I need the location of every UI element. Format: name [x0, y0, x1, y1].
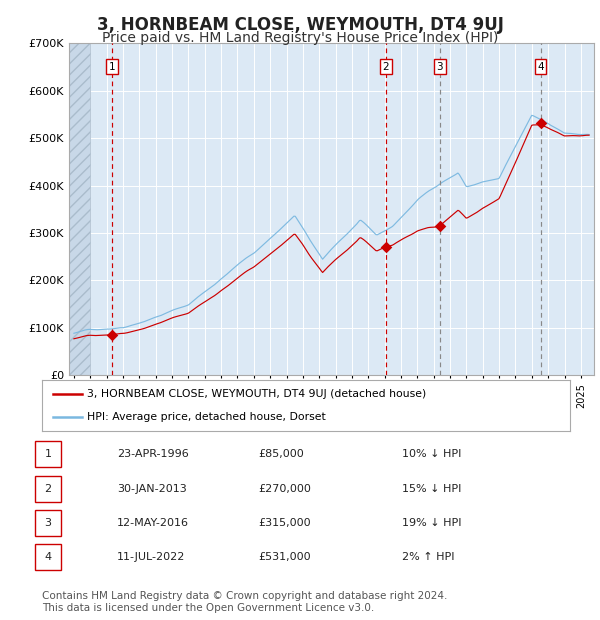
Text: 4: 4: [537, 61, 544, 72]
Text: 3, HORNBEAM CLOSE, WEYMOUTH, DT4 9UJ: 3, HORNBEAM CLOSE, WEYMOUTH, DT4 9UJ: [97, 16, 503, 33]
Text: 3: 3: [436, 61, 443, 72]
Text: 1: 1: [44, 450, 52, 459]
Text: Price paid vs. HM Land Registry's House Price Index (HPI): Price paid vs. HM Land Registry's House …: [102, 31, 498, 45]
Text: 3: 3: [44, 518, 52, 528]
Point: [107, 330, 116, 340]
Text: 23-APR-1996: 23-APR-1996: [117, 450, 189, 459]
Text: 4: 4: [44, 552, 52, 562]
Bar: [69, 43, 90, 375]
Text: 15% ↓ HPI: 15% ↓ HPI: [402, 484, 461, 494]
Text: £315,000: £315,000: [258, 518, 311, 528]
Text: 2: 2: [383, 61, 389, 72]
Text: 11-JUL-2022: 11-JUL-2022: [117, 552, 185, 562]
Point: [381, 242, 391, 252]
Text: HPI: Average price, detached house, Dorset: HPI: Average price, detached house, Dors…: [87, 412, 326, 422]
Text: 19% ↓ HPI: 19% ↓ HPI: [402, 518, 461, 528]
Text: £531,000: £531,000: [258, 552, 311, 562]
Text: 2% ↑ HPI: 2% ↑ HPI: [402, 552, 455, 562]
Point: [536, 118, 545, 128]
Text: 3, HORNBEAM CLOSE, WEYMOUTH, DT4 9UJ (detached house): 3, HORNBEAM CLOSE, WEYMOUTH, DT4 9UJ (de…: [87, 389, 426, 399]
Text: 2: 2: [44, 484, 52, 494]
Text: 12-MAY-2016: 12-MAY-2016: [117, 518, 189, 528]
Text: 1: 1: [109, 61, 115, 72]
Text: £85,000: £85,000: [258, 450, 304, 459]
Text: Contains HM Land Registry data © Crown copyright and database right 2024.
This d: Contains HM Land Registry data © Crown c…: [42, 591, 448, 613]
Text: £270,000: £270,000: [258, 484, 311, 494]
Text: 30-JAN-2013: 30-JAN-2013: [117, 484, 187, 494]
Point: [435, 221, 445, 231]
Text: 10% ↓ HPI: 10% ↓ HPI: [402, 450, 461, 459]
